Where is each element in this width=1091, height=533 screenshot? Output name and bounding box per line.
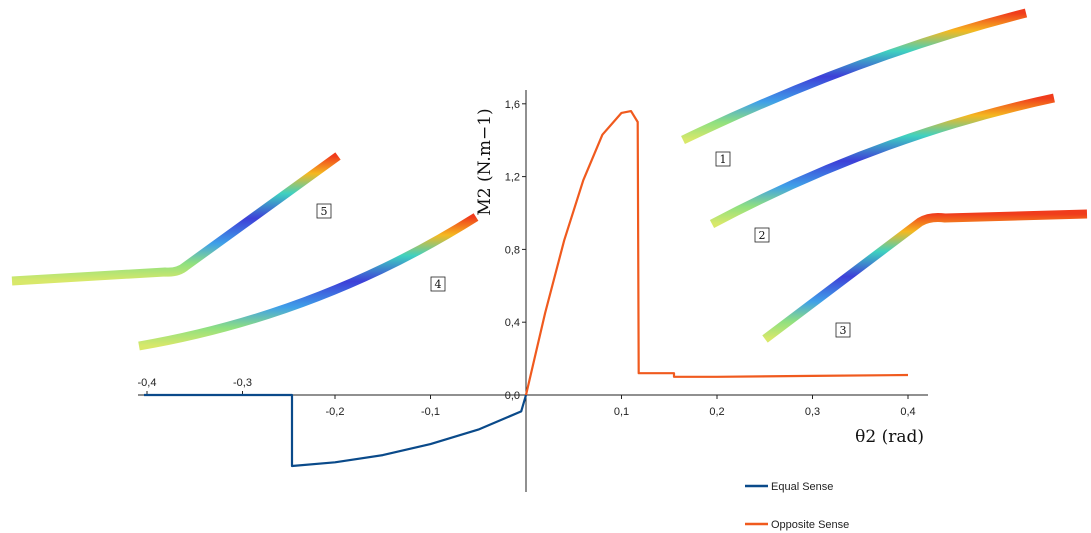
beam-shape-3 xyxy=(762,209,1088,343)
beam-labels: 1 2 3 4 5 xyxy=(316,151,851,338)
x-tick-label: -0,3 xyxy=(233,377,252,389)
y-axis-label: M2 (N.m−1) xyxy=(475,108,495,215)
annotation-label: 5 xyxy=(321,205,328,218)
y-tick-label: 0,4 xyxy=(505,317,520,329)
legend: Equal Sense Opposite Sense xyxy=(745,481,849,531)
annotation-box xyxy=(835,322,851,338)
annotation-label: 2 xyxy=(759,229,766,242)
x-tick-label: -0,2 xyxy=(326,406,345,418)
y-tick-label: 0,0 xyxy=(505,390,520,402)
series-line-opposite-sense xyxy=(524,110,909,396)
y-ticks: 0,0 0,4 0,8 1,2 1,6 xyxy=(505,99,526,402)
series-lines xyxy=(144,110,909,468)
series-line-equal-sense xyxy=(144,393,528,468)
beam-shape-4 xyxy=(138,213,479,351)
beam-shape-2 xyxy=(709,93,1055,228)
x-axis-label: θ2 (rad) xyxy=(855,427,924,447)
x-tick-label: -0,4 xyxy=(138,377,157,389)
x-tick-label: 0,3 xyxy=(805,406,820,418)
x-tick-label: 0,2 xyxy=(709,406,724,418)
x-tick-label: 0,1 xyxy=(614,406,629,418)
annotation-label: 4 xyxy=(435,278,442,291)
annotation-box xyxy=(316,203,332,219)
annotation-box xyxy=(754,227,770,243)
annotation-label: 3 xyxy=(840,324,847,337)
y-tick-label: 1,6 xyxy=(505,99,520,111)
beam-shape-5 xyxy=(11,152,341,286)
beam-illustrations xyxy=(11,8,1088,351)
axes xyxy=(138,90,928,492)
x-ticks: 0,1 0,2 0,3 0,4 -0,2 -0,1 -0,4 -0,3 xyxy=(138,377,916,418)
y-tick-label: 0,8 xyxy=(505,244,520,256)
y-tick-label: 1,2 xyxy=(505,172,520,184)
legend-label: Opposite Sense xyxy=(771,519,849,531)
legend-label: Equal Sense xyxy=(771,481,833,493)
annotation-label: 1 xyxy=(720,153,727,166)
beam-shape-1 xyxy=(681,8,1028,145)
x-tick-label: 0,4 xyxy=(900,406,915,418)
x-tick-label: -0,1 xyxy=(421,406,440,418)
annotation-box xyxy=(430,276,446,292)
annotation-box xyxy=(715,151,731,167)
